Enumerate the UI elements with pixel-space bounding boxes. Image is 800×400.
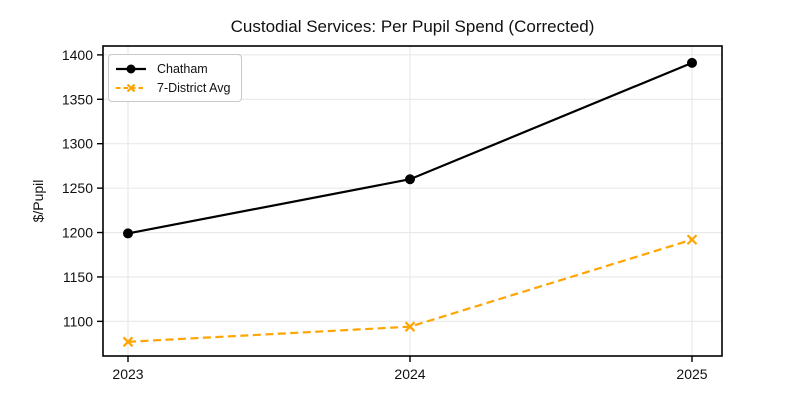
- y-tick-label: 1300: [62, 136, 93, 152]
- y-tick-label: 1100: [63, 313, 93, 329]
- legend-item-chatham: Chatham: [115, 60, 230, 77]
- data-point-marker: [687, 57, 697, 68]
- x-tick-label: 2023: [112, 366, 143, 382]
- x-tick-label: 2025: [676, 366, 707, 382]
- data-point-marker: [122, 336, 134, 348]
- data-point-marker: [405, 174, 415, 185]
- legend-dashed-line-x-icon: [116, 83, 146, 92]
- data-point-marker: [123, 228, 133, 239]
- y-tick-label: 1250: [62, 180, 93, 196]
- data-point-marker: [686, 234, 698, 245]
- legend-label-chatham: Chatham: [157, 61, 208, 76]
- data-point-marker: [404, 321, 416, 332]
- y-tick-label: 1350: [62, 91, 93, 107]
- y-tick-label: 1400: [62, 47, 93, 63]
- y-tick-label: 1200: [62, 225, 93, 241]
- y-tick-label: 1150: [63, 269, 93, 285]
- x-tick-label: 2024: [394, 366, 425, 382]
- legend-solid-line-circle-icon: [116, 64, 146, 73]
- legend-item-district-avg: 7-District Avg: [115, 79, 230, 96]
- legend: Chatham 7-District Avg: [108, 54, 243, 102]
- axes-border: [102, 45, 723, 357]
- chart-title: Custodial Services: Per Pupil Spend (Cor…: [230, 17, 595, 36]
- y-axis-label: $/Pupil: [30, 179, 46, 223]
- legend-label-district-avg: 7-District Avg: [157, 80, 231, 95]
